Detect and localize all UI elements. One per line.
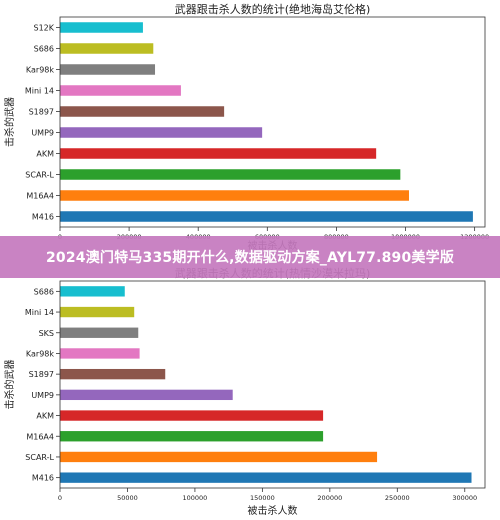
promo-banner: 2024澳门特马335期开什么,数据驱动方案_AYL77.890美学版	[0, 236, 500, 278]
desert-xtick-label: 0	[58, 494, 62, 502]
desert-bar	[60, 286, 125, 297]
desert-ytick-label: M16A4	[26, 432, 54, 441]
chart-island: 武器跟击杀人数的统计(绝地海岛艾伦格) S12K S686 Kar98k Mini 14…	[0, 0, 500, 252]
island-ytick-label: S1897	[29, 108, 54, 117]
desert-xtick-label: 150000	[250, 494, 275, 502]
desert-ytick-label: M416	[32, 474, 54, 483]
desert-bar	[60, 368, 166, 380]
island-ytick-label: Mini 14	[25, 87, 54, 96]
island-bar	[60, 106, 225, 117]
island-ytick-label: AKM	[36, 150, 54, 159]
island-ytick-label: S686	[34, 45, 54, 54]
island-ytick-label: S12K	[33, 24, 54, 33]
desert-xtick-label: 300000	[452, 494, 477, 502]
desert-ytick-label: Mini 14	[25, 308, 54, 317]
banner-text: 2024澳门特马335期开什么,数据驱动方案_AYL77.890美学版	[45, 250, 455, 266]
desert-plot-frame	[59, 280, 486, 489]
island-y-axis-label: 击杀的武器	[3, 97, 16, 147]
desert-bar	[60, 389, 233, 401]
desert-ytick-label: UMP9	[31, 391, 54, 400]
desert-bar	[60, 306, 135, 318]
island-bar	[60, 85, 181, 96]
desert-ytick-label: S1897	[29, 370, 54, 379]
island-bar	[60, 190, 409, 201]
island-bar	[60, 43, 154, 54]
desert-ytick-label: Kar98k	[26, 349, 54, 358]
island-ytick-label: M16A4	[26, 192, 54, 201]
desert-bar	[60, 410, 324, 421]
desert-bar	[60, 472, 472, 483]
desert-ytick-label: AKM	[36, 412, 54, 421]
island-ytick-label: Kar98k	[26, 66, 54, 75]
island-ytick-label: M416	[32, 213, 54, 222]
desert-bar	[60, 327, 139, 338]
island-bar	[60, 211, 473, 222]
island-bar	[60, 64, 156, 75]
desert-bar	[60, 431, 324, 442]
island-ytick-label: UMP9	[31, 129, 54, 138]
desert-ytick-label: S686	[34, 287, 54, 296]
desert-ytick-label: SKS	[39, 329, 54, 338]
chart-island-svg: 武器跟击杀人数的统计(绝地海岛艾伦格) S12K S686 Kar98k Mini 14…	[3, 2, 489, 252]
island-bar	[60, 127, 263, 138]
desert-xtick-label: 250000	[385, 494, 410, 502]
desert-bar	[60, 348, 140, 359]
desert-xtick-label: 50000	[117, 494, 138, 502]
island-ytick-label: SCAR-L	[25, 171, 54, 180]
island-bar	[60, 169, 401, 180]
desert-bar	[60, 451, 378, 463]
desert-ytick-label: SCAR-L	[25, 453, 54, 462]
island-bar	[60, 148, 377, 159]
desert-xtick-label: 200000	[317, 494, 342, 502]
desert-y-axis-label: 击杀的武器	[3, 360, 16, 410]
island-plot-frame	[59, 16, 486, 228]
island-bar	[60, 22, 143, 33]
island-chart-title: 武器跟击杀人数的统计(绝地海岛艾伦格)	[175, 2, 371, 16]
desert-xtick-label: 100000	[183, 494, 208, 502]
desert-x-axis-label: 被击杀人数	[248, 504, 298, 517]
